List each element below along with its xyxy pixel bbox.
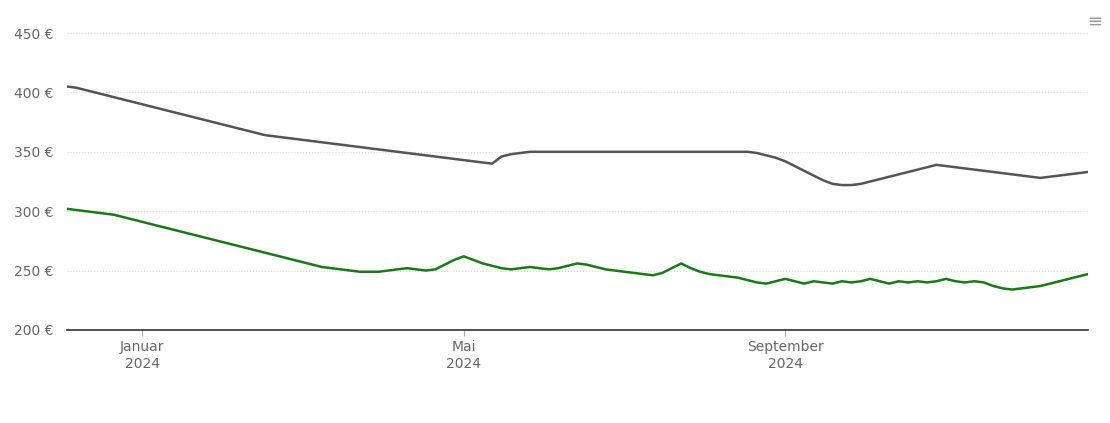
Text: ≡: ≡ — [1087, 13, 1102, 31]
